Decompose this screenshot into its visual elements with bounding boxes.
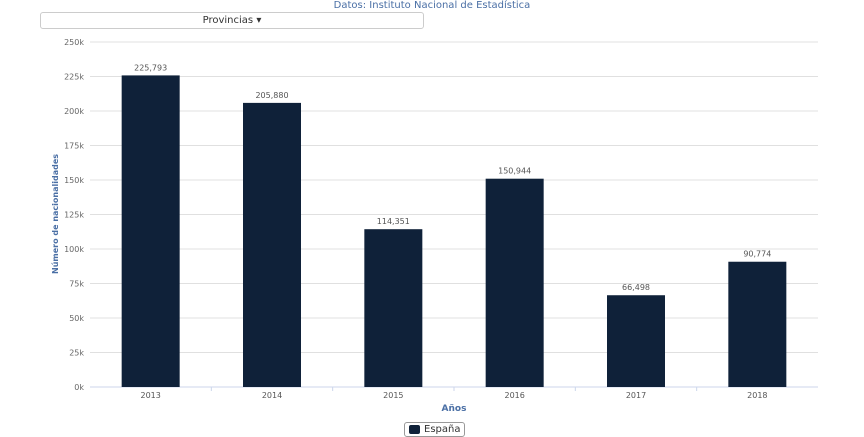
y-axis-title: Número de nacionalidades bbox=[51, 154, 60, 274]
legend-item-espana[interactable]: España bbox=[404, 422, 466, 437]
dropdown-label: Provincias bbox=[202, 15, 254, 26]
bar-2016[interactable] bbox=[485, 178, 544, 387]
x-tick-label: 2013 bbox=[140, 391, 160, 400]
data-label: 114,351 bbox=[377, 217, 410, 226]
bar-2014[interactable] bbox=[243, 102, 301, 388]
y-tick-label: 0k bbox=[74, 383, 84, 392]
y-tick-label: 200k bbox=[64, 107, 84, 116]
x-axis-title: Años bbox=[442, 404, 467, 414]
data-label: 150,944 bbox=[498, 167, 531, 176]
chart-subtitle: Datos: Instituto Nacional de Estadística bbox=[333, 0, 531, 11]
y-tick-label: 125k bbox=[64, 211, 84, 220]
x-tick-label: 2017 bbox=[626, 391, 646, 400]
x-tick-label: 2016 bbox=[504, 391, 524, 400]
bar-2017[interactable] bbox=[607, 295, 665, 387]
x-tick-label: 2018 bbox=[747, 391, 767, 400]
y-tick-label: 150k bbox=[64, 176, 84, 185]
y-tick-label: 250k bbox=[64, 38, 84, 47]
y-tick-label: 225k bbox=[64, 73, 84, 82]
legend-label: España bbox=[424, 424, 461, 435]
data-label: 90,774 bbox=[743, 250, 771, 259]
bar-2015[interactable] bbox=[364, 229, 423, 387]
data-label: 66,498 bbox=[622, 283, 650, 292]
provincias-dropdown[interactable]: Provincias ▾ bbox=[40, 12, 424, 29]
bar-2018[interactable] bbox=[728, 261, 787, 387]
y-tick-label: 25k bbox=[69, 349, 84, 358]
y-tick-label: 50k bbox=[69, 314, 84, 323]
data-label: 205,880 bbox=[255, 91, 288, 100]
y-tick-label: 75k bbox=[69, 280, 84, 289]
legend-swatch bbox=[409, 425, 420, 434]
x-tick-label: 2015 bbox=[383, 391, 403, 400]
data-label: 225,793 bbox=[134, 63, 167, 72]
y-tick-label: 175k bbox=[64, 142, 84, 151]
caret-down-icon: ▾ bbox=[256, 15, 262, 26]
bar-2013[interactable] bbox=[121, 75, 180, 387]
x-tick-label: 2014 bbox=[262, 391, 282, 400]
y-tick-label: 100k bbox=[64, 245, 84, 254]
